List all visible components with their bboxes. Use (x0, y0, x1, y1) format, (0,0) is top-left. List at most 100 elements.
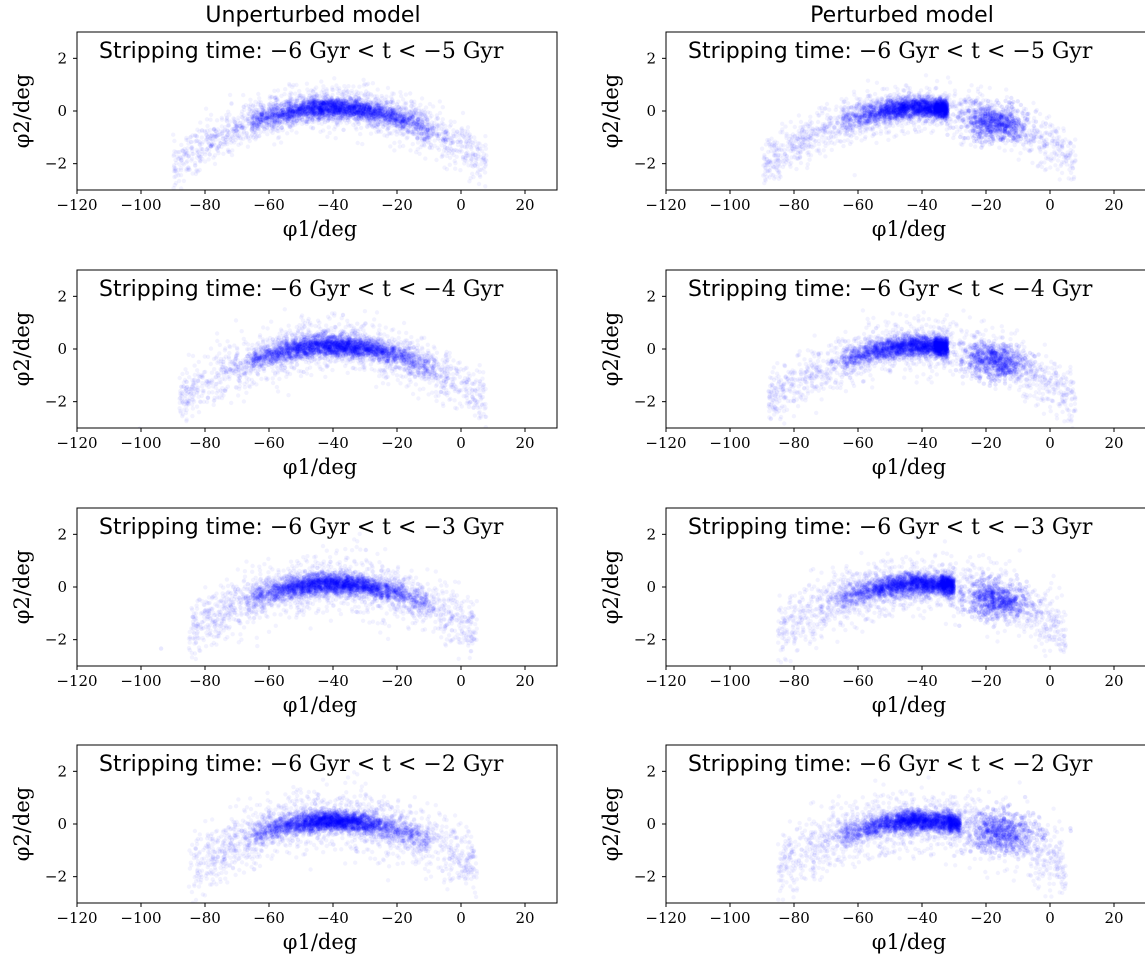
scatter-point (297, 88, 302, 94)
scatter-point (227, 112, 232, 117)
scatter-point (435, 145, 440, 150)
scatter-point (256, 134, 261, 139)
scatter-point (443, 138, 448, 143)
scatter-point (264, 121, 269, 126)
scatter-point (415, 136, 420, 141)
scatter-point (477, 141, 482, 146)
scatter-point (192, 163, 198, 168)
scatter-point (344, 121, 349, 126)
scatter-point (383, 103, 388, 109)
scatter-point (284, 99, 290, 105)
scatter-point (251, 120, 256, 126)
scatter-point (449, 147, 454, 152)
scatter-point (1002, 148, 1007, 153)
scatter-point (392, 114, 397, 119)
scatter-point (462, 128, 468, 134)
scatter-point (297, 107, 303, 113)
scatter-point (251, 111, 256, 116)
scatter-point (207, 152, 212, 157)
scatter-point (437, 99, 442, 104)
scatter-point (469, 163, 474, 168)
scatter-point (283, 102, 288, 108)
scatter-point (218, 129, 223, 134)
scatter-point (225, 128, 230, 134)
scatter-point (224, 116, 230, 122)
scatter-point (372, 109, 378, 114)
scatter-point (927, 89, 932, 95)
scatter-point (474, 145, 480, 150)
scatter-point (481, 157, 486, 162)
scatter-point (332, 127, 337, 132)
scatter-point (194, 169, 199, 174)
scatter-point (174, 154, 180, 159)
scatter-point (310, 97, 315, 103)
scatter-point (173, 169, 178, 174)
scatter-point (416, 106, 421, 111)
scatter-point (274, 95, 279, 100)
y-axis-label: φ2/deg (10, 74, 34, 148)
scatter-point (366, 106, 372, 112)
scatter-point (256, 91, 261, 97)
scatter-point (375, 121, 381, 126)
scatter-point (483, 164, 488, 169)
scatter-point (330, 85, 335, 90)
scatter-point (325, 117, 331, 123)
scatter-point (350, 102, 355, 107)
scatter-point (338, 120, 344, 125)
scatter-point (440, 130, 446, 135)
scatter-point (829, 147, 834, 153)
scatter-point (419, 112, 424, 117)
scatter-point (202, 128, 207, 134)
scatter-point (187, 167, 192, 172)
scatter-point (435, 133, 440, 138)
scatter-point (271, 120, 276, 125)
scatter-point (442, 137, 447, 142)
scatter-point (384, 134, 390, 139)
scatter-point (423, 127, 428, 132)
scatter-point (189, 145, 195, 150)
scatter-point (301, 112, 306, 117)
scatter-point (209, 137, 214, 142)
scatter-point (310, 119, 315, 125)
scatter-point (440, 105, 445, 110)
scatter-point (460, 144, 465, 149)
scatter-point (966, 88, 972, 94)
scatter-point (204, 117, 210, 122)
scatter-point (200, 147, 205, 152)
scatter-point (197, 142, 203, 148)
scatter-point (352, 92, 357, 98)
scatter-point (330, 106, 335, 112)
scatter-point (322, 98, 327, 104)
scatter-point (472, 163, 478, 168)
scatter-point (195, 155, 200, 160)
scatter-point (289, 107, 294, 113)
scatter-point (290, 103, 295, 108)
scatter-point (429, 120, 435, 125)
scatter-point (454, 129, 460, 134)
scatter-point (318, 114, 324, 119)
scatter-point (247, 107, 252, 113)
scatter-point (350, 104, 356, 110)
scatter-point (189, 148, 195, 154)
x-tick-label: −40 (317, 196, 349, 214)
scatter-point (268, 100, 273, 106)
scatter-point (372, 125, 378, 131)
scatter-point (310, 126, 315, 131)
scatter-point (416, 120, 421, 125)
scatter-point (383, 115, 388, 121)
scatter-point (796, 113, 802, 118)
scatter-point (301, 100, 307, 106)
scatter-point (442, 165, 447, 170)
scatter-point (253, 131, 258, 136)
scatter-point (279, 113, 285, 119)
scatter-point (236, 115, 241, 120)
scatter-point (185, 150, 190, 155)
scatter-point (291, 82, 296, 88)
scatter-point (381, 124, 386, 129)
scatter-point (204, 132, 209, 138)
scatter-point (443, 131, 449, 137)
scatter-point (458, 147, 463, 153)
scatter-point (865, 78, 871, 83)
scatter-point (283, 119, 288, 125)
scatter-point (241, 104, 246, 110)
